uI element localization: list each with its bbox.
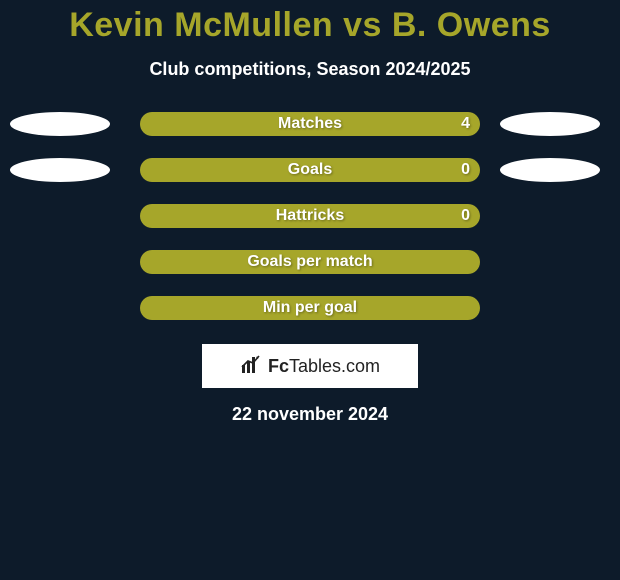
player-oval-right [500, 112, 600, 136]
player-oval-right [500, 158, 600, 182]
logo-box: FcTables.com [202, 344, 418, 388]
stat-row: Matches4 [0, 108, 620, 154]
logo-text-rest: Tables.com [289, 356, 380, 376]
logo-text: FcTables.com [268, 356, 380, 377]
stat-bar: Matches4 [140, 112, 480, 136]
stat-value-right: 0 [461, 207, 470, 225]
stat-value-right: 4 [461, 115, 470, 133]
stats-block: Matches4Goals0Hattricks0Goals per matchM… [0, 108, 620, 338]
stat-bar: Goals per match [140, 250, 480, 274]
stat-row: Goals0 [0, 154, 620, 200]
stat-row: Min per goal [0, 292, 620, 338]
stat-row: Goals per match [0, 246, 620, 292]
stat-label: Hattricks [140, 207, 480, 225]
stat-label: Goals [140, 161, 480, 179]
chart-icon [240, 353, 262, 380]
stat-bar: Min per goal [140, 296, 480, 320]
stat-row: Hattricks0 [0, 200, 620, 246]
logo-text-bold: Fc [268, 356, 289, 376]
stat-label: Goals per match [140, 253, 480, 271]
page-title: Kevin McMullen vs B. Owens [0, 0, 620, 49]
date-line: 22 november 2024 [0, 404, 620, 425]
stat-label: Matches [140, 115, 480, 133]
comparison-infographic: Kevin McMullen vs B. Owens Club competit… [0, 0, 620, 580]
fctables-logo: FcTables.com [240, 353, 380, 380]
player-oval-left [10, 158, 110, 182]
stat-bar: Goals0 [140, 158, 480, 182]
stat-label: Min per goal [140, 299, 480, 317]
stat-value-right: 0 [461, 161, 470, 179]
stat-bar: Hattricks0 [140, 204, 480, 228]
player-oval-left [10, 112, 110, 136]
subtitle: Club competitions, Season 2024/2025 [0, 59, 620, 80]
